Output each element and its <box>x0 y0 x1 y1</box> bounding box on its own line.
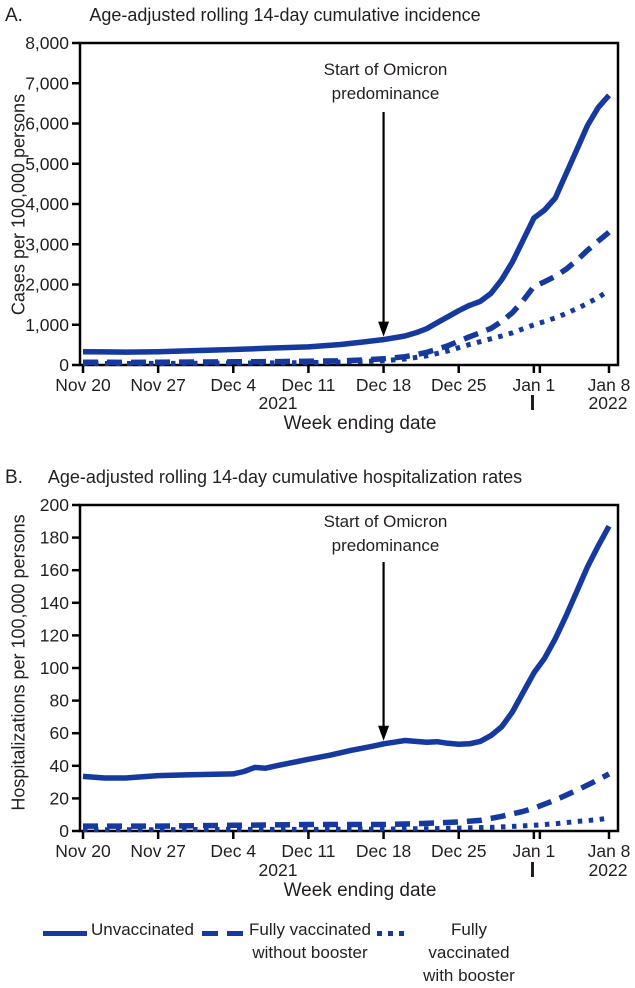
y-tick-label: 0 <box>59 821 69 841</box>
series-line-dotted <box>82 288 611 366</box>
y-tick-label: 160 <box>40 560 69 580</box>
y-tick-label: 3,000 <box>25 234 69 254</box>
x-tick-label: Dec 11 <box>281 375 335 395</box>
x-tick-label: Jan 1 <box>512 375 555 395</box>
x-tick-label: Dec 18 <box>356 841 411 861</box>
annotation-line-2: predominance <box>331 535 440 555</box>
x-tick-label: Dec 4 <box>210 375 256 395</box>
panel-b-annotation: Start of Omicron predominance <box>283 510 488 558</box>
y-tick-label: 0 <box>59 355 69 375</box>
x-tick-label: Nov 20 <box>55 841 111 861</box>
annotation-arrowhead-icon <box>378 725 390 741</box>
panel-a-title: Age-adjusted rolling 14-day cumulative i… <box>89 5 481 25</box>
panel-a-plot: 0 1,000 2,000 3,000 4,000 5,000 6,000 7,000 8,00… <box>25 33 631 395</box>
x-tick-label: Nov 27 <box>130 841 185 861</box>
x-tick-label: Dec 25 <box>431 375 486 395</box>
panel-b-letter: B. <box>5 467 23 488</box>
panel-a-y-axis-title: Cases per 100,000 persons <box>8 93 29 316</box>
y-tick-label: 7,000 <box>25 73 69 93</box>
panel-a-annotation: Start of Omicron predominance <box>283 58 488 106</box>
panel-b-plot: 0 20 40 60 80 100 120 140 160 180 200 Nov 20 Nov 27 D… <box>40 495 631 861</box>
panel-b-y-axis-title: Hospitalizations per 100,000 persons <box>8 514 29 811</box>
solid-line-swatch-icon <box>43 931 87 936</box>
legend-label-fully-vaccinated-without-booster: Fully vaccinated without booster <box>246 919 374 965</box>
x-tick-label: Dec 18 <box>356 375 411 395</box>
x-tick-label: Jan 8 <box>588 841 631 861</box>
legend-label-line-1: Fully vaccinated <box>249 920 371 939</box>
annotation-line-1: Start of Omicron <box>323 512 448 531</box>
y-tick-label: 5,000 <box>25 154 69 174</box>
y-tick-label: 180 <box>40 528 69 548</box>
dashed-line-swatch-icon <box>202 931 244 936</box>
legend-label-line-2: without booster <box>252 942 368 962</box>
panel-a-letter: A. <box>5 5 23 26</box>
panel-a-year-divider-mark <box>531 395 534 410</box>
panel-b-year-divider-mark <box>531 862 534 877</box>
y-tick-label: 4,000 <box>25 194 69 214</box>
y-tick-label: 20 <box>50 788 70 808</box>
y-tick-label: 140 <box>40 593 69 613</box>
x-tick-label: Dec 4 <box>210 841 256 861</box>
y-tick-label: 8,000 <box>25 33 69 53</box>
y-tick-label: 60 <box>50 723 70 743</box>
panel-a-year-2022: 2022 <box>588 393 628 413</box>
x-tick-label: Dec 25 <box>431 841 486 861</box>
panel-b-x-axis-title: Week ending date <box>283 880 437 901</box>
dotted-line-swatch-icon <box>377 931 406 936</box>
annotation-arrowhead-icon <box>378 321 390 337</box>
x-tick-label: Nov 27 <box>130 375 185 395</box>
x-tick-label: Dec 11 <box>281 841 335 861</box>
panel-b: 0 20 40 60 80 100 120 140 160 180 200 Nov 20 Nov 27 D… <box>0 462 635 912</box>
panel-a-year-2021: 2021 <box>258 393 298 413</box>
panel-a-x-axis-title: Week ending date <box>283 413 437 434</box>
legend-label-line-2: with booster <box>423 965 515 985</box>
legend-label-line-1: Fully vaccinated <box>428 920 510 962</box>
x-tick-label: Nov 20 <box>55 375 111 395</box>
annotation-line-1: Start of Omicron <box>323 60 448 79</box>
y-tick-label: 40 <box>50 756 70 776</box>
y-tick-label: 1,000 <box>25 315 69 335</box>
y-tick-label: 2,000 <box>25 275 69 295</box>
annotation-line-2: predominance <box>331 83 440 103</box>
series-line-dashed <box>82 230 611 366</box>
y-tick-label: 120 <box>40 625 69 645</box>
panel-b-title: Age-adjusted rolling 14-day cumulative h… <box>47 467 523 487</box>
y-tick-label: 6,000 <box>25 114 69 134</box>
y-tick-label: 80 <box>50 691 70 711</box>
panel-b-year-2021: 2021 <box>258 860 298 880</box>
panel-b-year-2022: 2022 <box>588 860 628 880</box>
legend-label-unvaccinated: Unvaccinated <box>91 920 195 939</box>
x-tick-label: Jan 8 <box>588 375 631 395</box>
series-line-solid <box>82 93 612 355</box>
legend-label-fully-vaccinated-with-booster: Fully vaccinated with booster <box>409 919 529 988</box>
y-tick-label: 200 <box>40 495 69 515</box>
series-line-solid <box>82 524 612 781</box>
x-tick-label: Jan 1 <box>512 841 555 861</box>
series-line-dashed <box>83 771 611 829</box>
panel-a: 0 1,000 2,000 3,000 4,000 5,000 6,000 7,000 8,00… <box>0 0 635 462</box>
legend: Unvaccinated Fully vaccinated without bo… <box>0 912 635 985</box>
y-tick-label: 100 <box>40 658 69 678</box>
